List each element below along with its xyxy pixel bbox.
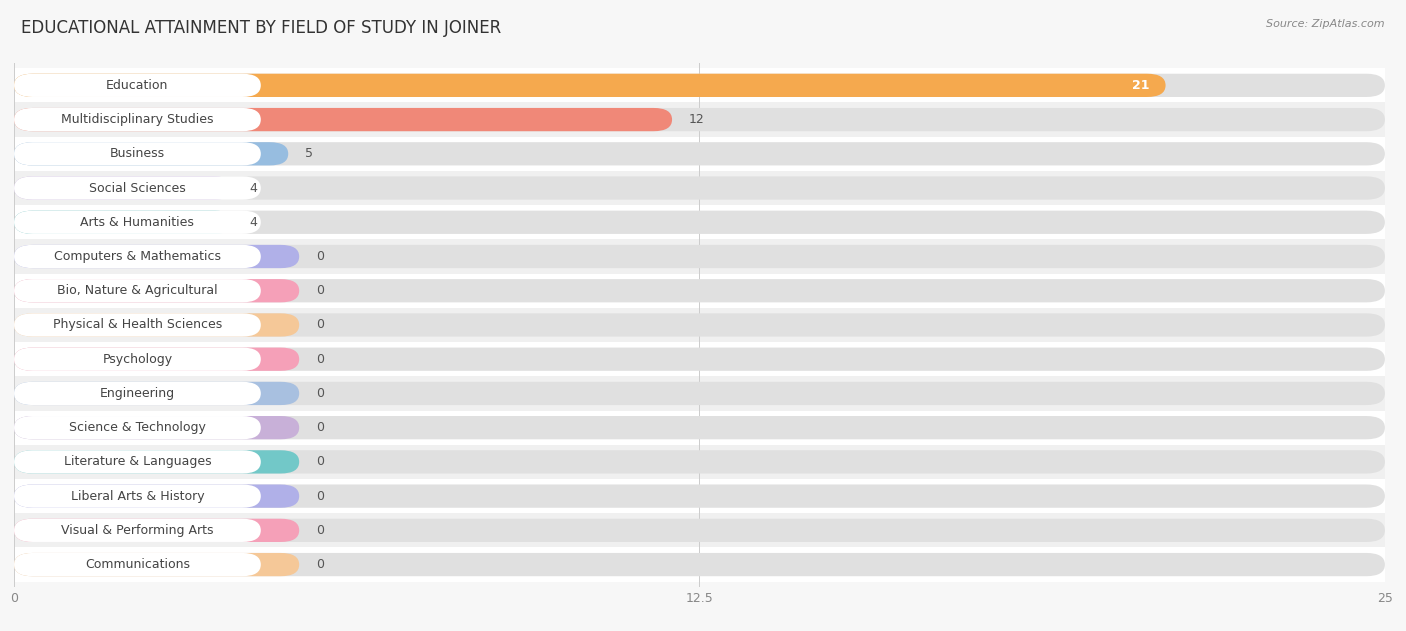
FancyBboxPatch shape: [14, 211, 262, 234]
Bar: [0, 308, 1406, 342]
Text: 5: 5: [305, 147, 312, 160]
Text: 0: 0: [315, 456, 323, 468]
FancyBboxPatch shape: [14, 74, 1385, 97]
Bar: [0, 479, 1406, 513]
FancyBboxPatch shape: [14, 245, 1385, 268]
Text: Engineering: Engineering: [100, 387, 174, 400]
FancyBboxPatch shape: [14, 382, 299, 405]
FancyBboxPatch shape: [14, 416, 1385, 439]
Text: Visual & Performing Arts: Visual & Performing Arts: [62, 524, 214, 537]
Text: 4: 4: [250, 182, 257, 194]
Text: 21: 21: [1132, 79, 1149, 92]
Bar: [0, 274, 1406, 308]
Text: Business: Business: [110, 147, 165, 160]
FancyBboxPatch shape: [14, 485, 299, 508]
Bar: [0, 137, 1406, 171]
Text: 0: 0: [315, 250, 323, 263]
FancyBboxPatch shape: [14, 485, 262, 508]
FancyBboxPatch shape: [14, 245, 262, 268]
Text: Literature & Languages: Literature & Languages: [63, 456, 211, 468]
Text: 0: 0: [315, 421, 323, 434]
FancyBboxPatch shape: [14, 279, 262, 302]
FancyBboxPatch shape: [14, 142, 288, 165]
Text: 4: 4: [250, 216, 257, 229]
Text: 0: 0: [315, 284, 323, 297]
FancyBboxPatch shape: [14, 279, 299, 302]
Text: Physical & Health Sciences: Physical & Health Sciences: [53, 319, 222, 331]
Text: Bio, Nature & Agricultural: Bio, Nature & Agricultural: [58, 284, 218, 297]
FancyBboxPatch shape: [14, 177, 1385, 199]
FancyBboxPatch shape: [14, 382, 262, 405]
FancyBboxPatch shape: [14, 519, 262, 542]
Bar: [0, 171, 1406, 205]
Text: 0: 0: [315, 319, 323, 331]
FancyBboxPatch shape: [14, 416, 262, 439]
FancyBboxPatch shape: [14, 108, 672, 131]
Bar: [0, 205, 1406, 239]
FancyBboxPatch shape: [14, 177, 233, 199]
Text: Communications: Communications: [84, 558, 190, 571]
Bar: [0, 239, 1406, 274]
Bar: [0, 68, 1406, 102]
FancyBboxPatch shape: [14, 108, 262, 131]
Text: Computers & Mathematics: Computers & Mathematics: [53, 250, 221, 263]
FancyBboxPatch shape: [14, 451, 262, 473]
FancyBboxPatch shape: [14, 485, 1385, 508]
FancyBboxPatch shape: [14, 416, 299, 439]
FancyBboxPatch shape: [14, 74, 262, 97]
Text: 0: 0: [315, 490, 323, 503]
FancyBboxPatch shape: [14, 279, 1385, 302]
FancyBboxPatch shape: [14, 553, 262, 576]
Bar: [0, 445, 1406, 479]
Text: 0: 0: [315, 558, 323, 571]
Text: Education: Education: [107, 79, 169, 92]
FancyBboxPatch shape: [14, 177, 262, 199]
Text: 12: 12: [689, 113, 704, 126]
Text: Source: ZipAtlas.com: Source: ZipAtlas.com: [1267, 19, 1385, 29]
FancyBboxPatch shape: [14, 314, 1385, 336]
Text: 0: 0: [315, 387, 323, 400]
FancyBboxPatch shape: [14, 451, 1385, 473]
FancyBboxPatch shape: [14, 553, 1385, 576]
Bar: [0, 102, 1406, 137]
Bar: [0, 376, 1406, 411]
FancyBboxPatch shape: [14, 348, 1385, 371]
FancyBboxPatch shape: [14, 245, 299, 268]
Text: Science & Technology: Science & Technology: [69, 421, 205, 434]
Text: Social Sciences: Social Sciences: [89, 182, 186, 194]
FancyBboxPatch shape: [14, 382, 1385, 405]
FancyBboxPatch shape: [14, 519, 1385, 542]
Text: Liberal Arts & History: Liberal Arts & History: [70, 490, 204, 503]
Bar: [0, 513, 1406, 548]
FancyBboxPatch shape: [14, 211, 233, 234]
Text: 0: 0: [315, 353, 323, 366]
FancyBboxPatch shape: [14, 348, 299, 371]
Bar: [0, 548, 1406, 582]
FancyBboxPatch shape: [14, 314, 299, 336]
Text: Psychology: Psychology: [103, 353, 173, 366]
Bar: [0, 342, 1406, 376]
FancyBboxPatch shape: [14, 553, 299, 576]
FancyBboxPatch shape: [14, 519, 299, 542]
FancyBboxPatch shape: [14, 142, 1385, 165]
FancyBboxPatch shape: [14, 314, 262, 336]
FancyBboxPatch shape: [14, 108, 1385, 131]
Bar: [0, 411, 1406, 445]
FancyBboxPatch shape: [14, 74, 1166, 97]
FancyBboxPatch shape: [14, 451, 299, 473]
Text: 0: 0: [315, 524, 323, 537]
Text: Arts & Humanities: Arts & Humanities: [80, 216, 194, 229]
FancyBboxPatch shape: [14, 348, 262, 371]
Text: EDUCATIONAL ATTAINMENT BY FIELD OF STUDY IN JOINER: EDUCATIONAL ATTAINMENT BY FIELD OF STUDY…: [21, 19, 502, 37]
FancyBboxPatch shape: [14, 211, 1385, 234]
FancyBboxPatch shape: [14, 142, 262, 165]
Text: Multidisciplinary Studies: Multidisciplinary Studies: [62, 113, 214, 126]
